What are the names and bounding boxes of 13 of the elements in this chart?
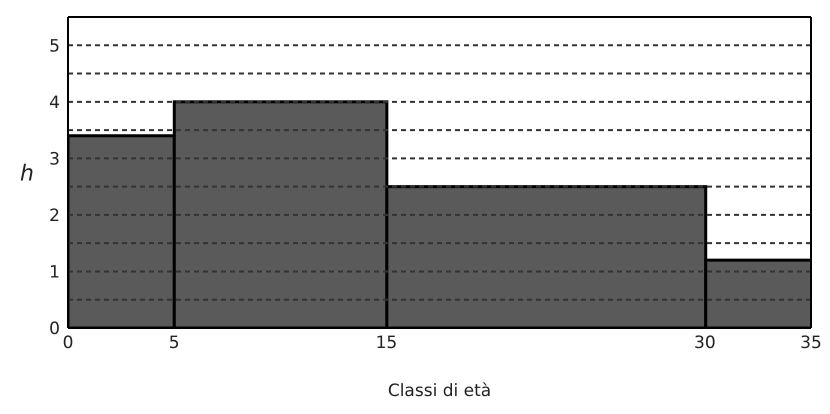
x-tick-label: 30 — [694, 333, 716, 354]
y-tick-label: 2 — [49, 206, 60, 226]
y-tick-label: 1 — [49, 262, 60, 282]
y-tick-label: 5 — [49, 36, 60, 56]
y-tick-label: 3 — [49, 149, 60, 170]
x-tick-label: 15 — [376, 333, 398, 354]
x-tick-label: 0 — [62, 333, 74, 354]
x-tick-label: 5 — [168, 333, 180, 354]
x-tick-label: 35 — [800, 333, 822, 354]
y-axis-title: h — [20, 161, 34, 186]
y-tick-label: 4 — [49, 92, 60, 113]
y-tick-label: 0 — [49, 319, 60, 340]
x-axis-title: Classi di età — [388, 381, 492, 401]
